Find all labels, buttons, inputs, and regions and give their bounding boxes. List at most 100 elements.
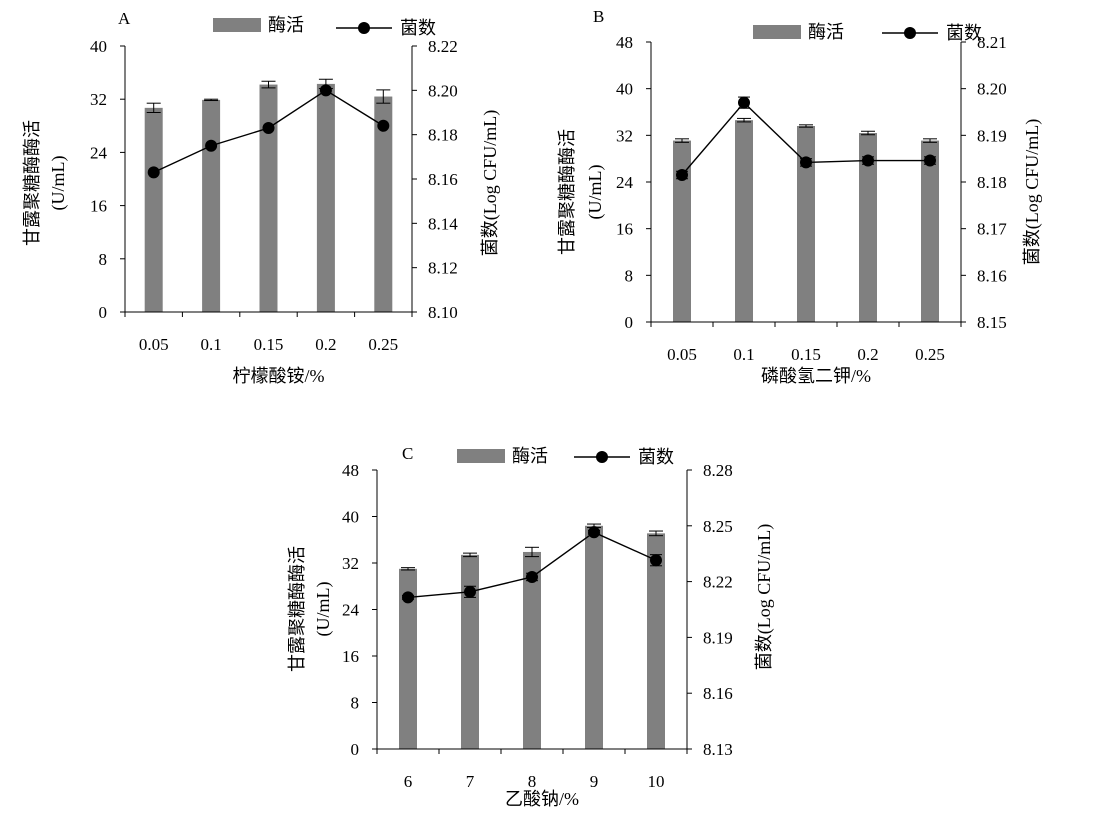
left-tick-label: 0 [351, 740, 360, 759]
legend-bar-swatch [753, 25, 801, 39]
left-tick-label: 16 [616, 220, 633, 239]
left-axis-title: 甘露聚糖酶酶活 [557, 129, 577, 255]
line-point [205, 139, 218, 152]
x-tick-label: 0.2 [857, 345, 878, 364]
legend-line-label: 菌数 [400, 18, 436, 38]
bar [585, 525, 603, 749]
right-tick-label: 8.21 [977, 33, 1007, 52]
left-tick-label: 40 [616, 80, 633, 99]
bar [735, 120, 753, 323]
legend-marker [596, 451, 608, 463]
right-tick-label: 8.20 [977, 80, 1007, 99]
left-axis-unit: (U/mL) [313, 582, 334, 637]
legend-marker [904, 27, 916, 39]
line-point [676, 169, 688, 181]
panel-c: C 酶活 菌数 0 8 16 24 32 40 48 8.13 8.16 8.19 8.22 8.25 8.2… [287, 444, 775, 809]
left-tick-label: 24 [342, 601, 360, 620]
right-tick-label: 8.16 [703, 684, 733, 703]
x-tick-label: 9 [590, 772, 599, 791]
left-tick-label: 8 [625, 266, 634, 285]
legend-bar-swatch [457, 449, 505, 463]
x-tick-label: 6 [404, 772, 413, 791]
line-point [924, 154, 936, 167]
bar [921, 140, 939, 322]
line-point [738, 96, 750, 109]
line-point [526, 570, 538, 583]
line-point [319, 84, 332, 97]
line-point [147, 166, 160, 179]
left-tick-label: 40 [342, 508, 359, 527]
left-axis-unit: (U/mL) [48, 156, 69, 211]
right-tick-label: 8.19 [977, 126, 1007, 145]
x-axis-title: 磷酸氢二钾/% [761, 366, 871, 386]
right-tick-label: 8.22 [428, 37, 458, 56]
line-point [650, 554, 662, 567]
bar [316, 83, 335, 312]
left-tick-label: 48 [616, 33, 633, 52]
right-tick-label: 8.10 [428, 303, 458, 322]
legend-bar-label: 酶活 [268, 15, 304, 35]
bar [859, 133, 877, 322]
x-tick-label: 0.15 [791, 345, 821, 364]
right-tick-label: 8.14 [428, 214, 458, 233]
line-point [588, 526, 600, 539]
right-axis-title: 菌数(Log CFU/mL) [1022, 119, 1043, 266]
legend-marker [358, 22, 370, 34]
left-tick-label: 16 [90, 197, 107, 216]
bar [461, 554, 479, 749]
left-axis-unit: (U/mL) [585, 165, 606, 220]
bar [523, 551, 541, 749]
legend-bar-label: 酶活 [512, 446, 548, 466]
panel-b: B 酶活 菌数 0 8 16 24 32 40 48 8.15 8.16 8.17 8.18 8.19 8.2… [557, 7, 1043, 386]
right-tick-label: 8.16 [428, 170, 458, 189]
panel-label: A [118, 9, 131, 28]
left-tick-label: 16 [342, 647, 359, 666]
line-point [402, 591, 414, 604]
x-tick-label: 0.2 [315, 335, 336, 354]
x-axis-title: 柠檬酸铵/% [233, 366, 325, 386]
line-point [377, 119, 390, 132]
x-tick-label: 0.25 [368, 335, 398, 354]
right-tick-label: 8.19 [703, 628, 733, 647]
bar [647, 533, 665, 749]
legend-bar-label: 酶活 [808, 22, 844, 42]
right-tick-label: 8.20 [428, 81, 458, 100]
left-tick-label: 32 [616, 126, 633, 145]
right-axis-title: 菌数(Log CFU/mL) [480, 110, 501, 257]
x-tick-label: 0.1 [200, 335, 221, 354]
x-tick-label: 0.05 [667, 345, 697, 364]
right-tick-label: 8.16 [977, 266, 1007, 285]
x-tick-label: 0.25 [915, 345, 945, 364]
right-tick-label: 8.28 [703, 461, 733, 480]
left-tick-label: 48 [342, 461, 359, 480]
bar [259, 84, 278, 312]
left-tick-label: 24 [90, 143, 108, 162]
panel-a: A 酶活 菌数 0 8 16 24 32 40 8.10 8.12 8.14 8.16 8.18 8.20 8… [22, 9, 501, 386]
left-axis-title: 甘露聚糖酶酶活 [287, 546, 307, 672]
left-axis-title: 甘露聚糖酶酶活 [22, 120, 42, 246]
line-point [464, 585, 476, 598]
line-point [800, 156, 812, 169]
x-tick-label: 8 [528, 772, 537, 791]
x-tick-label: 0.05 [139, 335, 169, 354]
bar [374, 96, 393, 312]
left-tick-label: 8 [99, 250, 108, 269]
left-tick-label: 40 [90, 37, 107, 56]
right-axis-title: 菌数(Log CFU/mL) [754, 524, 775, 671]
legend-line-label: 菌数 [638, 447, 674, 467]
x-axis-title: 乙酸钠/% [505, 789, 579, 809]
right-tick-label: 8.22 [703, 573, 733, 592]
legend-line-label: 菌数 [946, 23, 982, 43]
left-tick-label: 0 [99, 303, 108, 322]
right-tick-label: 8.18 [977, 173, 1007, 192]
bar [144, 107, 163, 312]
left-tick-label: 32 [342, 554, 359, 573]
right-tick-label: 8.17 [977, 220, 1007, 239]
panel-label: C [402, 444, 413, 463]
x-tick-label: 7 [466, 772, 475, 791]
left-tick-label: 8 [351, 694, 360, 713]
bar [673, 140, 691, 322]
bar [202, 99, 221, 313]
panel-label: B [593, 7, 604, 26]
